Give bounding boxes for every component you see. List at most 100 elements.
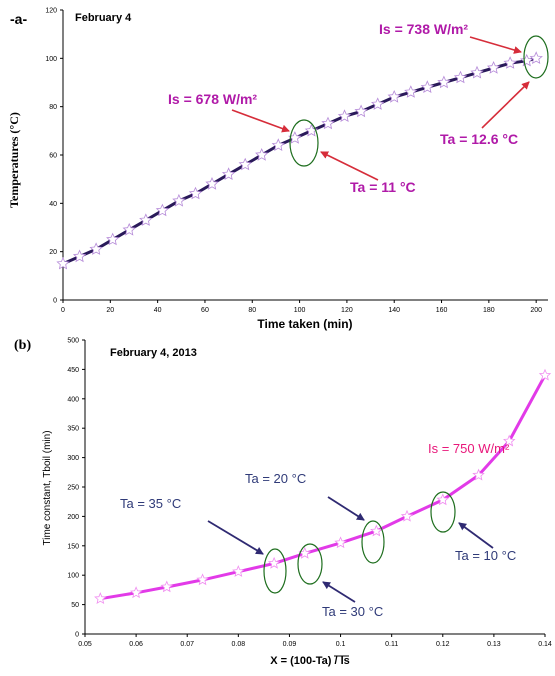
data-point: [172, 193, 186, 207]
data-point: [238, 157, 252, 171]
chart-b-markers: [94, 368, 552, 605]
y-tick-label: 40: [49, 201, 57, 208]
data-point: [106, 232, 120, 246]
x-tick-label: 0.06: [129, 641, 143, 648]
x-tick-label: 0.13: [487, 641, 501, 648]
data-point: [188, 186, 203, 200]
chart-b-y-label: Time constant, Tboil (min): [42, 430, 53, 545]
chart-a-annotation-ta-12-6: Ta = 12.6 °C: [440, 131, 518, 147]
chart-a-annotation-is-738: Is = 738 W/m²: [379, 21, 468, 37]
data-point: [472, 468, 485, 481]
x-tick-label: 160: [436, 307, 448, 314]
data-point: [196, 573, 209, 586]
data-point: [436, 493, 449, 506]
y-tick-label: 350: [67, 426, 79, 433]
data-point: [503, 56, 517, 69]
data-point: [94, 592, 107, 605]
data-point: [387, 90, 401, 103]
x-tick-label: 40: [154, 307, 162, 314]
data-point: [486, 61, 501, 74]
data-point: [304, 123, 319, 137]
x-tick-label: 0.07: [180, 641, 194, 648]
data-point: [267, 556, 281, 569]
data-point: [404, 85, 418, 98]
chart-b-ellipse-10: [430, 491, 456, 533]
x-tick-label: 0.05: [78, 641, 92, 648]
data-point: [529, 51, 543, 65]
chart-a-series-line: [62, 56, 537, 266]
data-point: [420, 80, 434, 94]
y-tick-label: 60: [49, 153, 57, 160]
x-tick-label: 180: [483, 307, 495, 314]
x-tick-label: 120: [341, 307, 353, 314]
chart-b-arrow-ta-30: [322, 581, 356, 603]
chart-b-y-ticks: 0 50 100 150 200 250 300 350 400 450 500: [67, 338, 85, 639]
data-point: [255, 148, 269, 161]
data-point: [56, 256, 70, 270]
chart-a-arrow-is-678: [231, 109, 290, 133]
data-point: [370, 524, 383, 537]
chart-b-annotation-is-750: Is = 750 W/m²: [428, 441, 510, 456]
x-tick-label: 0.14: [538, 641, 552, 648]
chart-a-panel-label: -a-: [10, 11, 27, 27]
data-point: [298, 546, 311, 559]
y-tick-label: 100: [67, 573, 79, 580]
data-point: [400, 509, 414, 522]
chart-a-arrow-is-738: [469, 36, 522, 54]
data-point: [437, 75, 451, 89]
chart-b-x-ticks: 0.05 0.06 0.07 0.08 0.09 0.1 0.11 0.12 0.13 0.14: [78, 634, 552, 648]
data-point: [354, 104, 368, 118]
x-tick-label: 60: [201, 307, 209, 314]
data-point: [139, 213, 153, 226]
data-point: [321, 116, 335, 130]
chart-a-y-ticks: 0 20 40 60 80 100 120: [45, 8, 63, 305]
data-point: [453, 70, 468, 84]
x-tick-label: 200: [530, 307, 542, 314]
chart-b-arrow-ta-10: [458, 522, 494, 549]
y-tick-label: 500: [67, 338, 79, 345]
x-tick-label: 80: [248, 307, 256, 314]
x-tick-label: 0.11: [385, 641, 398, 648]
x-tick-label: 0.12: [436, 641, 450, 648]
chart-b-arrow-ta-35: [207, 520, 264, 555]
y-tick-label: 120: [45, 8, 57, 15]
x-tick-label: 0: [61, 307, 65, 314]
y-tick-label: 50: [71, 602, 79, 609]
chart-a-y-label: Temperatures (°C): [7, 112, 21, 208]
data-point: [503, 434, 516, 447]
chart-a: -a- February 4 0 20 40 60 80 100 120 0 20 40 60 80…: [7, 8, 549, 331]
chart-a-title: February 4: [75, 12, 132, 24]
data-point: [72, 249, 87, 263]
data-point: [337, 109, 352, 123]
y-tick-label: 400: [67, 396, 79, 403]
chart-b-title: February 4, 2013: [110, 347, 197, 359]
chart-b-x-label: X = (100-Ta) / Is: [270, 655, 350, 667]
y-tick-label: 250: [67, 485, 79, 492]
chart-b-ellipse-20: [361, 520, 385, 564]
x-tick-label: 100: [294, 307, 306, 314]
chart-b-annotation-ta-30: Ta = 30 °C: [322, 604, 383, 619]
chart-b-annotation-ta-35: Ta = 35 °C: [120, 496, 181, 511]
y-tick-label: 0: [53, 298, 57, 305]
chart-b-series-line: [100, 374, 547, 601]
data-point: [160, 580, 173, 593]
chart-b-annotation-ta-20: Ta = 20 °C: [245, 471, 306, 486]
y-tick-label: 450: [67, 367, 79, 374]
x-tick-label: 140: [388, 307, 400, 314]
chart-a-x-ticks: 0 20 40 60 80 100 120 140 160 180 200: [61, 300, 542, 314]
data-point: [205, 177, 219, 190]
chart-b: (b) February 4, 2013 0 50 100 150 200 250 300 3…: [14, 338, 552, 668]
y-tick-label: 100: [45, 56, 57, 63]
chart-a-annotation-is-678: Is = 678 W/m²: [168, 91, 257, 107]
x-tick-label: 0.08: [232, 641, 246, 648]
y-tick-label: 0: [75, 632, 79, 639]
chart-a-axes: [62, 10, 548, 301]
chart-a-markers: [56, 51, 543, 270]
data-point: [371, 97, 385, 110]
y-tick-label: 200: [67, 514, 79, 521]
chart-a-ellipse-100: [289, 119, 319, 167]
chart-a-x-label: Time taken (min): [257, 317, 352, 331]
chart-a-arrow-ta-12-6: [481, 81, 530, 129]
data-point: [232, 565, 245, 577]
